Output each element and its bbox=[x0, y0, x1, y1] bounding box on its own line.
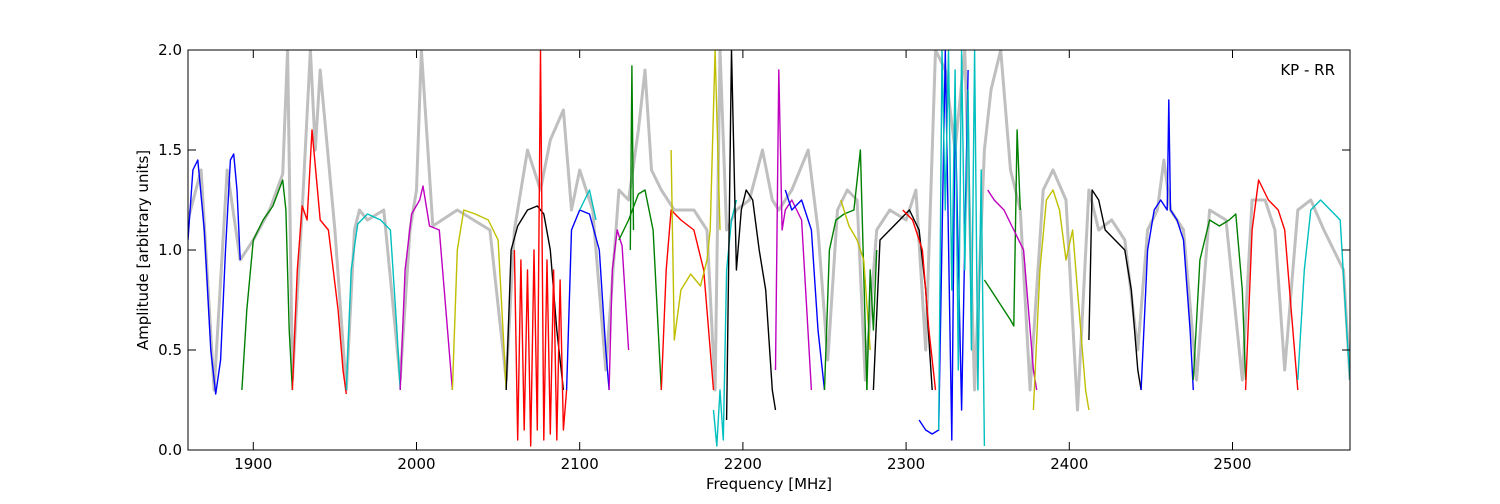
x-tick-label: 2000 bbox=[397, 455, 435, 473]
spectrum-segment-line-25 bbox=[938, 50, 986, 447]
spectrum-segment-line-31 bbox=[1192, 213, 1247, 381]
x-tick-label: 1900 bbox=[234, 455, 272, 473]
spectrum-segment-line-4 bbox=[399, 185, 454, 391]
spectrum-segment-line-26 bbox=[983, 129, 1021, 327]
spectrum-segment-line-23 bbox=[902, 209, 937, 391]
spectrum-segment-line-33 bbox=[1297, 199, 1350, 381]
spectrum-segment-line-14 bbox=[670, 50, 721, 341]
x-tick-label: 2500 bbox=[1213, 455, 1251, 473]
x-tick-label: 2100 bbox=[561, 455, 599, 473]
spectrum-segment-line-8 bbox=[565, 209, 610, 391]
x-axis-label: Frequency [MHz] bbox=[706, 475, 832, 493]
y-tick-label: 1.0 bbox=[158, 241, 182, 259]
y-tick-label: 2.0 bbox=[158, 41, 182, 59]
spectrum-segment-line-5 bbox=[451, 209, 507, 391]
tick-layer: 1900 2000 2100 2200 2300 2400 2500 0.0 0.5 1.0 1.5… bbox=[158, 41, 1350, 473]
chart-annotation: KP - RR bbox=[1280, 61, 1335, 79]
y-tick-label: 0.0 bbox=[158, 441, 182, 459]
y-tick-label: 0.5 bbox=[158, 341, 182, 359]
series-layer bbox=[188, 50, 1350, 447]
spectrum-segment-line-19 bbox=[823, 149, 868, 391]
spectrum-segment-line-13 bbox=[660, 209, 715, 391]
spectrum-segment-line-7 bbox=[513, 50, 568, 447]
y-tick-label: 1.5 bbox=[158, 141, 182, 159]
spectrum-segment-line-32 bbox=[1244, 179, 1299, 391]
spectrum-segment-line-11 bbox=[618, 189, 662, 391]
spectrum-segment-line-2 bbox=[291, 129, 347, 395]
spectrum-segment-line-28 bbox=[1032, 189, 1090, 411]
spectrum-segment-line-16 bbox=[725, 50, 777, 421]
spectrum-segment-line-17 bbox=[774, 69, 813, 391]
spectrum-segment-line-18 bbox=[784, 189, 826, 391]
spectrum-segment-line-20 bbox=[840, 199, 871, 351]
background-spectrum-line bbox=[188, 50, 1350, 412]
x-tick-label: 2300 bbox=[887, 455, 925, 473]
spectrum-segment-line-21 bbox=[866, 249, 878, 391]
spectrum-segment-line-30 bbox=[1140, 99, 1194, 391]
spectrum-segment-line-3 bbox=[345, 213, 401, 391]
spectrum-segment-line-27 bbox=[987, 189, 1038, 391]
spectrum-segment-line-1 bbox=[241, 179, 294, 391]
spectrum-segment-line-15 bbox=[712, 199, 738, 447]
x-tick-label: 2400 bbox=[1050, 455, 1088, 473]
plot-frame bbox=[187, 49, 1351, 451]
y-axis-label: Amplitude [arbitrary units] bbox=[134, 150, 152, 350]
spectrum-segment-line-10 bbox=[608, 229, 630, 391]
spectrum-segment-line-29 bbox=[1088, 189, 1142, 391]
x-tick-label: 2200 bbox=[724, 455, 762, 473]
spectrum-segment-line-0 bbox=[188, 153, 241, 395]
spectrum-segment-line-12 bbox=[629, 65, 635, 251]
spectrum-segment-line-9 bbox=[579, 189, 597, 221]
